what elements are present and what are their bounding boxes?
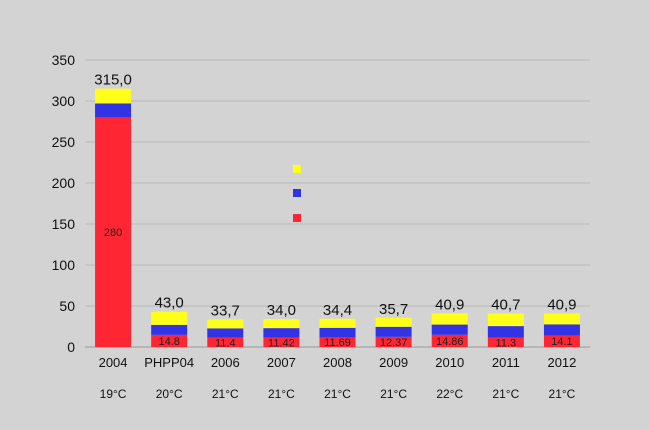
temperature-label: 20°C bbox=[156, 387, 183, 401]
bar-segment bbox=[151, 334, 188, 347]
bar-segment bbox=[487, 313, 524, 327]
temperature-label: 21°C bbox=[380, 387, 407, 401]
y-tick-label: 50 bbox=[59, 298, 75, 314]
temperature-label: 19°C bbox=[100, 387, 127, 401]
bar-segment bbox=[487, 337, 524, 347]
bar-segment-label: 280 bbox=[104, 227, 122, 239]
bar-segment-label: 14.1 bbox=[551, 336, 572, 348]
y-tick-label: 200 bbox=[52, 175, 76, 191]
x-category-label: 2004 bbox=[99, 355, 128, 370]
bar-segment bbox=[151, 324, 188, 335]
y-axis-ticks: 0 50 100 150 200 250 300 350 bbox=[52, 52, 76, 355]
x-category-label: PHPP04 bbox=[144, 355, 194, 370]
bar-segment bbox=[263, 337, 300, 347]
bar-segment bbox=[95, 88, 132, 104]
bar-total-label: 35,7 bbox=[379, 301, 408, 318]
bar-segment-label: 11.69 bbox=[324, 337, 351, 349]
bar-segment bbox=[207, 319, 244, 329]
legend bbox=[293, 165, 301, 222]
bar-segment bbox=[543, 313, 580, 325]
bar-segment bbox=[319, 337, 356, 347]
y-tick-label: 250 bbox=[52, 134, 76, 150]
bar-segment bbox=[207, 337, 244, 347]
bar-total-label: 40,9 bbox=[547, 296, 576, 313]
bar-segment bbox=[207, 328, 244, 338]
y-tick-label: 0 bbox=[67, 339, 75, 355]
bar-segment-label: 11.3 bbox=[496, 337, 517, 349]
bar-segment bbox=[263, 319, 300, 329]
legend-marker bbox=[293, 214, 301, 222]
bar-segment-label: 11.42 bbox=[268, 337, 295, 349]
temperature-label: 21°C bbox=[549, 387, 576, 401]
bar-segment-label: 14.86 bbox=[436, 336, 464, 348]
bar-segment bbox=[151, 311, 188, 325]
y-tick-label: 100 bbox=[52, 257, 76, 273]
y-tick-label: 300 bbox=[52, 93, 76, 109]
bar-segment bbox=[543, 335, 580, 347]
bar-segment bbox=[95, 103, 132, 118]
legend-marker bbox=[293, 165, 301, 173]
bar-segment bbox=[431, 313, 468, 325]
bar-segment bbox=[95, 117, 132, 348]
temperature-label: 21°C bbox=[492, 387, 519, 401]
bar-segment-label: 11.4 bbox=[215, 337, 236, 349]
bar-segment bbox=[319, 318, 356, 328]
bar-segment-label: 12.37 bbox=[380, 337, 408, 349]
bar-segment bbox=[375, 336, 412, 347]
bar-segment bbox=[375, 326, 412, 337]
bar-segment bbox=[431, 324, 468, 335]
bar-segment bbox=[263, 328, 300, 338]
x-category-label: 2009 bbox=[379, 355, 408, 370]
bar-segment bbox=[375, 317, 412, 327]
temperature-label: 21°C bbox=[324, 387, 351, 401]
legend-marker bbox=[293, 189, 301, 197]
bar-total-label: 34,4 bbox=[323, 302, 352, 319]
x-category-label: 2011 bbox=[492, 355, 520, 370]
temperature-label: 21°C bbox=[268, 387, 295, 401]
x-category-label: 2008 bbox=[323, 355, 352, 370]
bar-segment-label: 14.8 bbox=[158, 336, 179, 348]
bar-segment bbox=[543, 324, 580, 336]
bar-segment bbox=[319, 327, 356, 338]
bar-total-label: 43,0 bbox=[155, 295, 184, 312]
bar-total-label: 33,7 bbox=[211, 302, 240, 319]
x-category-label: 2010 bbox=[435, 355, 464, 370]
x-category-label: 2007 bbox=[267, 355, 296, 370]
temperature-label: 21°C bbox=[212, 387, 239, 401]
bar-total-label: 34,0 bbox=[267, 302, 296, 319]
bar-total-label: 40,7 bbox=[491, 297, 520, 314]
x-category-label: 2012 bbox=[547, 355, 576, 370]
y-tick-label: 350 bbox=[52, 52, 76, 68]
x-axis-categories: 2004 19°C PHPP04 20°C 2006 21°C 2007 21°C 2008 21… bbox=[99, 355, 577, 401]
x-category-label: 2006 bbox=[211, 355, 240, 370]
bars: 280 315,0 14.8 43,0 11.4 33,7 11.42 34,0 11.69 34… bbox=[94, 72, 580, 349]
y-tick-label: 150 bbox=[52, 216, 76, 232]
temperature-label: 22°C bbox=[436, 387, 463, 401]
bar-total-label: 315,0 bbox=[94, 72, 132, 89]
bar-segment bbox=[487, 326, 524, 338]
bar-total-label: 40,9 bbox=[435, 296, 464, 313]
bar-segment bbox=[431, 334, 468, 347]
